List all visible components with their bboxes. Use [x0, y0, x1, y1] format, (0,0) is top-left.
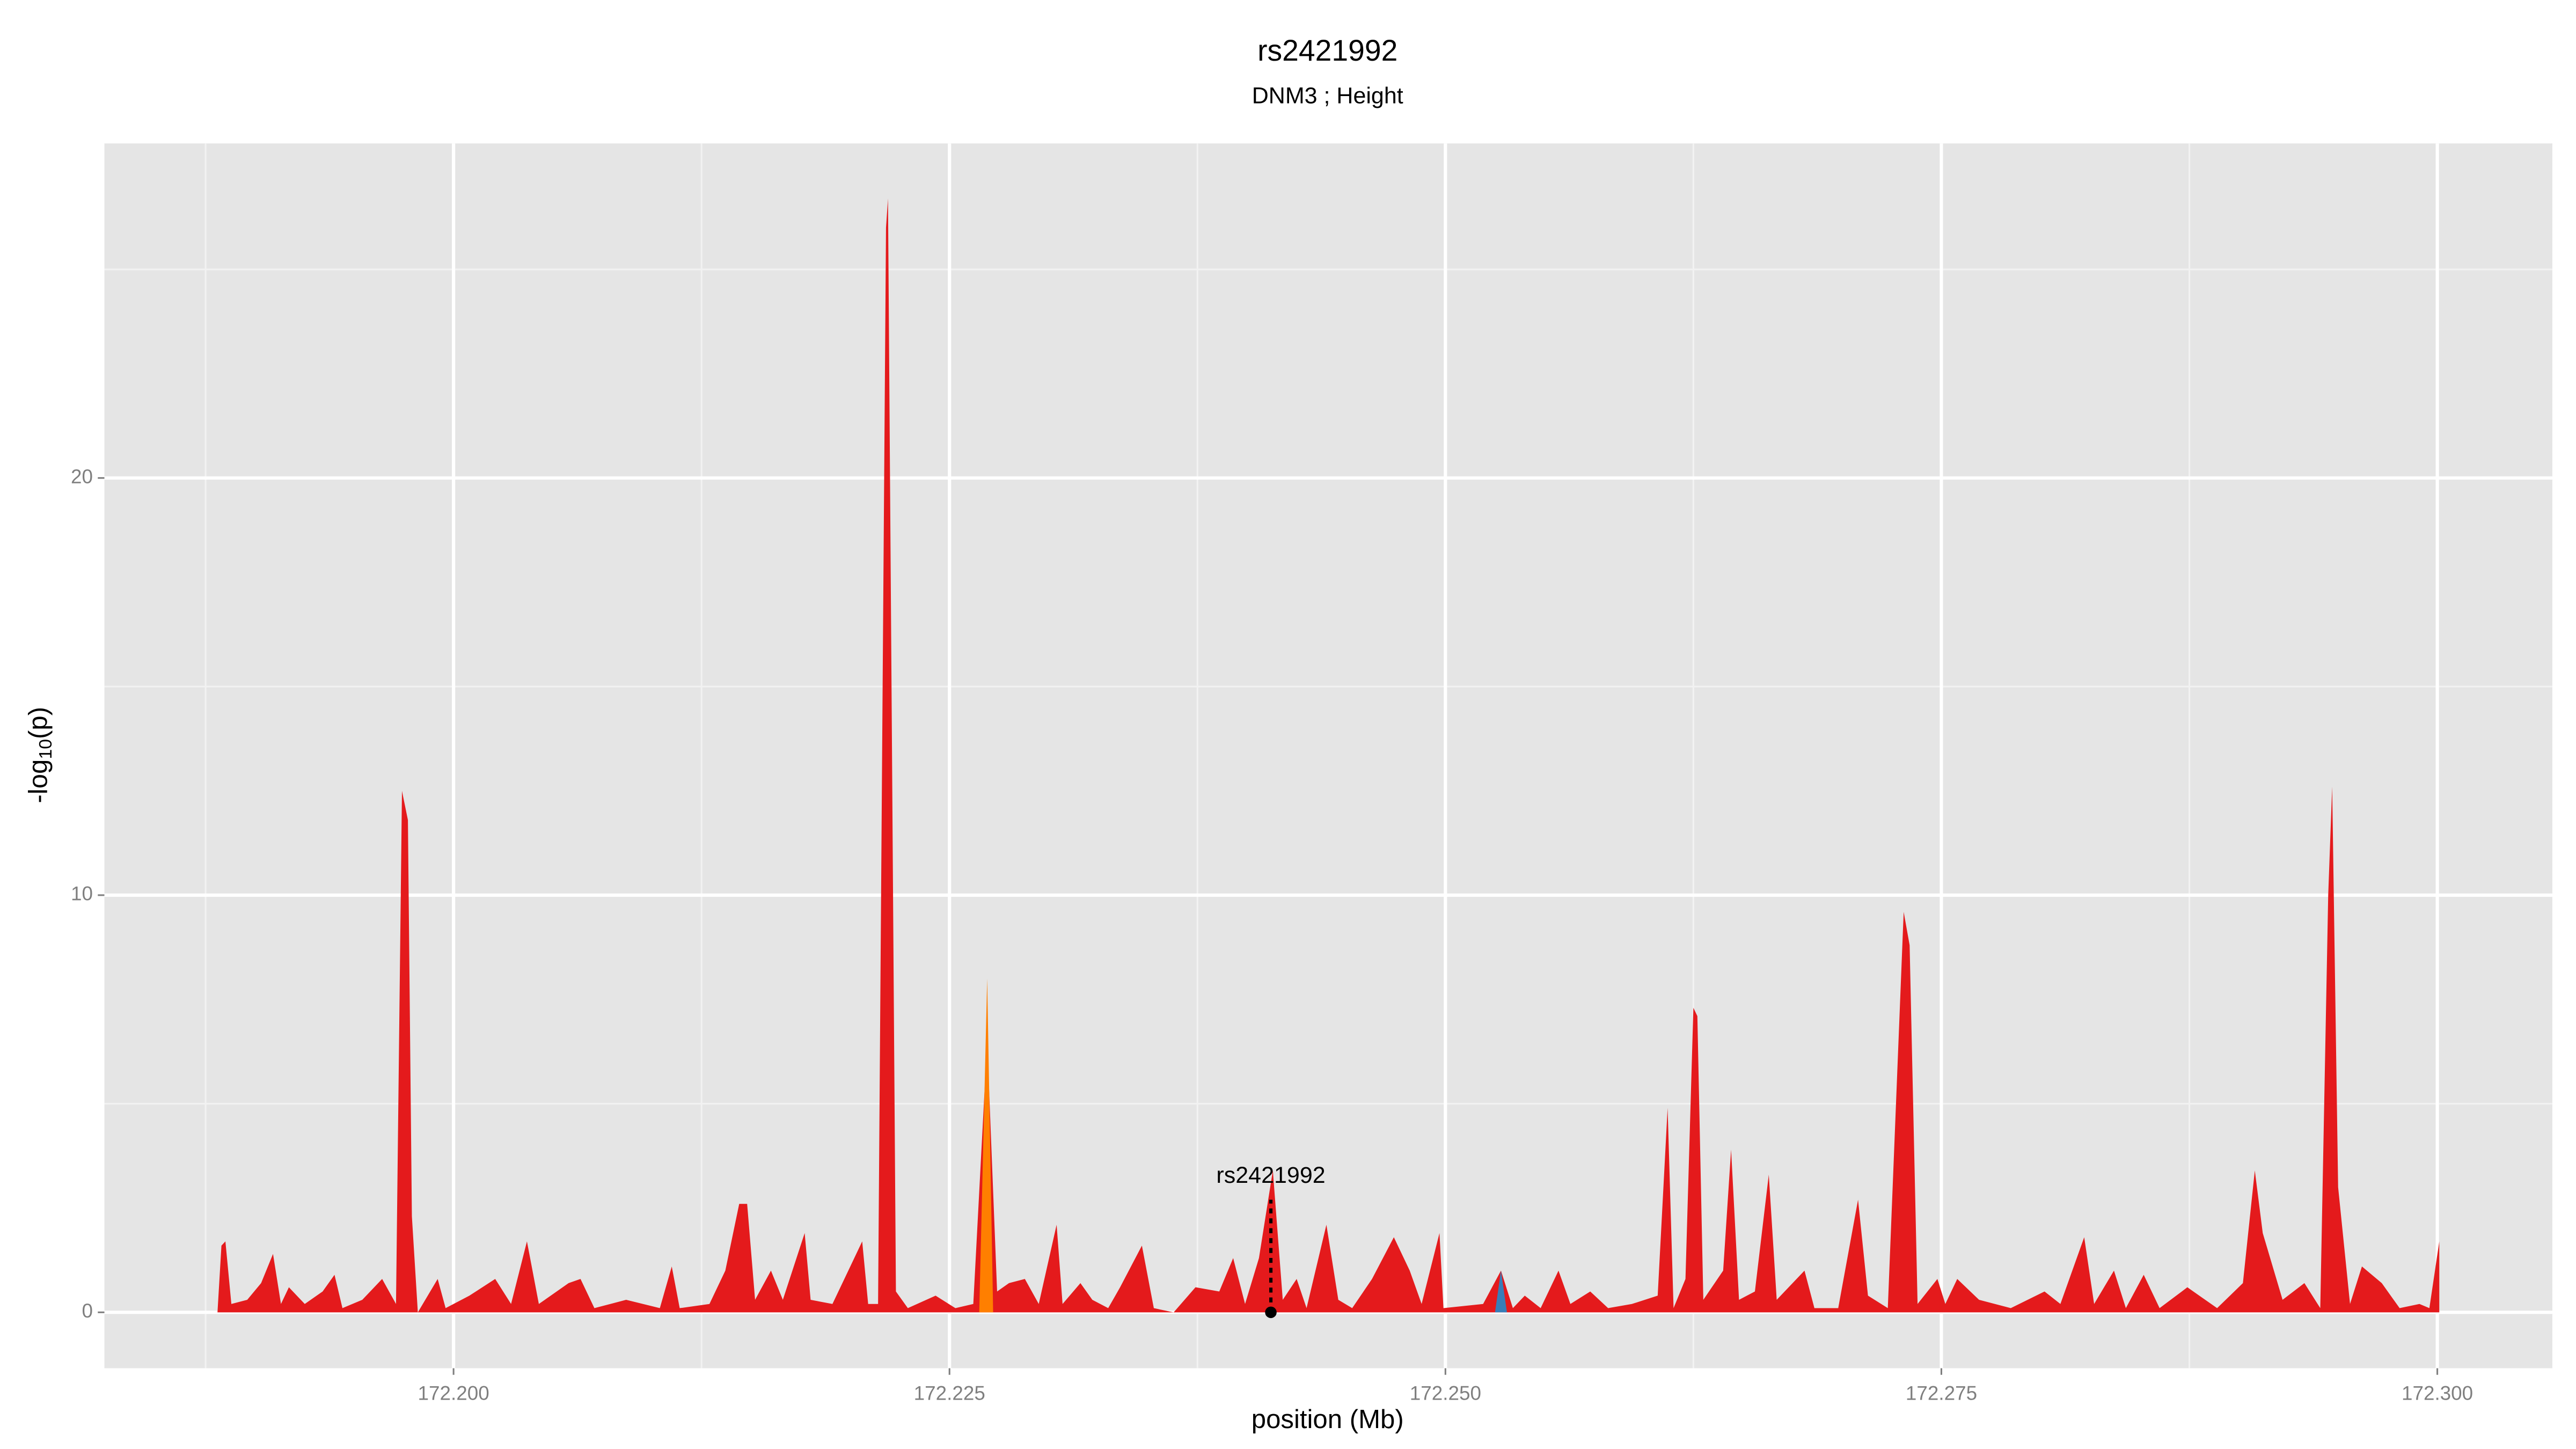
y-tick-label: 20	[71, 465, 93, 487]
y-tick-label: 10	[71, 883, 93, 905]
x-tick-label: 172.225	[914, 1382, 985, 1404]
plot-background	[104, 143, 2552, 1368]
chart-title: rs2421992	[1257, 34, 1397, 67]
x-tick-label: 172.250	[1410, 1382, 1481, 1404]
x-tick-label: 172.275	[1906, 1382, 1977, 1404]
y-label-part: (p)	[24, 707, 53, 739]
area	[979, 978, 993, 1313]
x-tick-label: 172.300	[2402, 1382, 2473, 1404]
y-axis-label: -log10(p)	[24, 707, 56, 803]
y-tick-label: 0	[82, 1300, 93, 1322]
marks: rs2421992	[217, 198, 2440, 1319]
y-label-part: -log	[24, 759, 53, 803]
area	[1495, 1270, 1507, 1313]
annotation-label: rs2421992	[1216, 1162, 1325, 1188]
x-axis-label: position (Mb)	[1252, 1405, 1404, 1434]
annotation-point	[1265, 1306, 1277, 1319]
y-label-subscript: 10	[35, 739, 56, 759]
x-tick-label: 172.200	[418, 1382, 489, 1404]
chart-subtitle: DNM3 ; Height	[1252, 83, 1403, 109]
